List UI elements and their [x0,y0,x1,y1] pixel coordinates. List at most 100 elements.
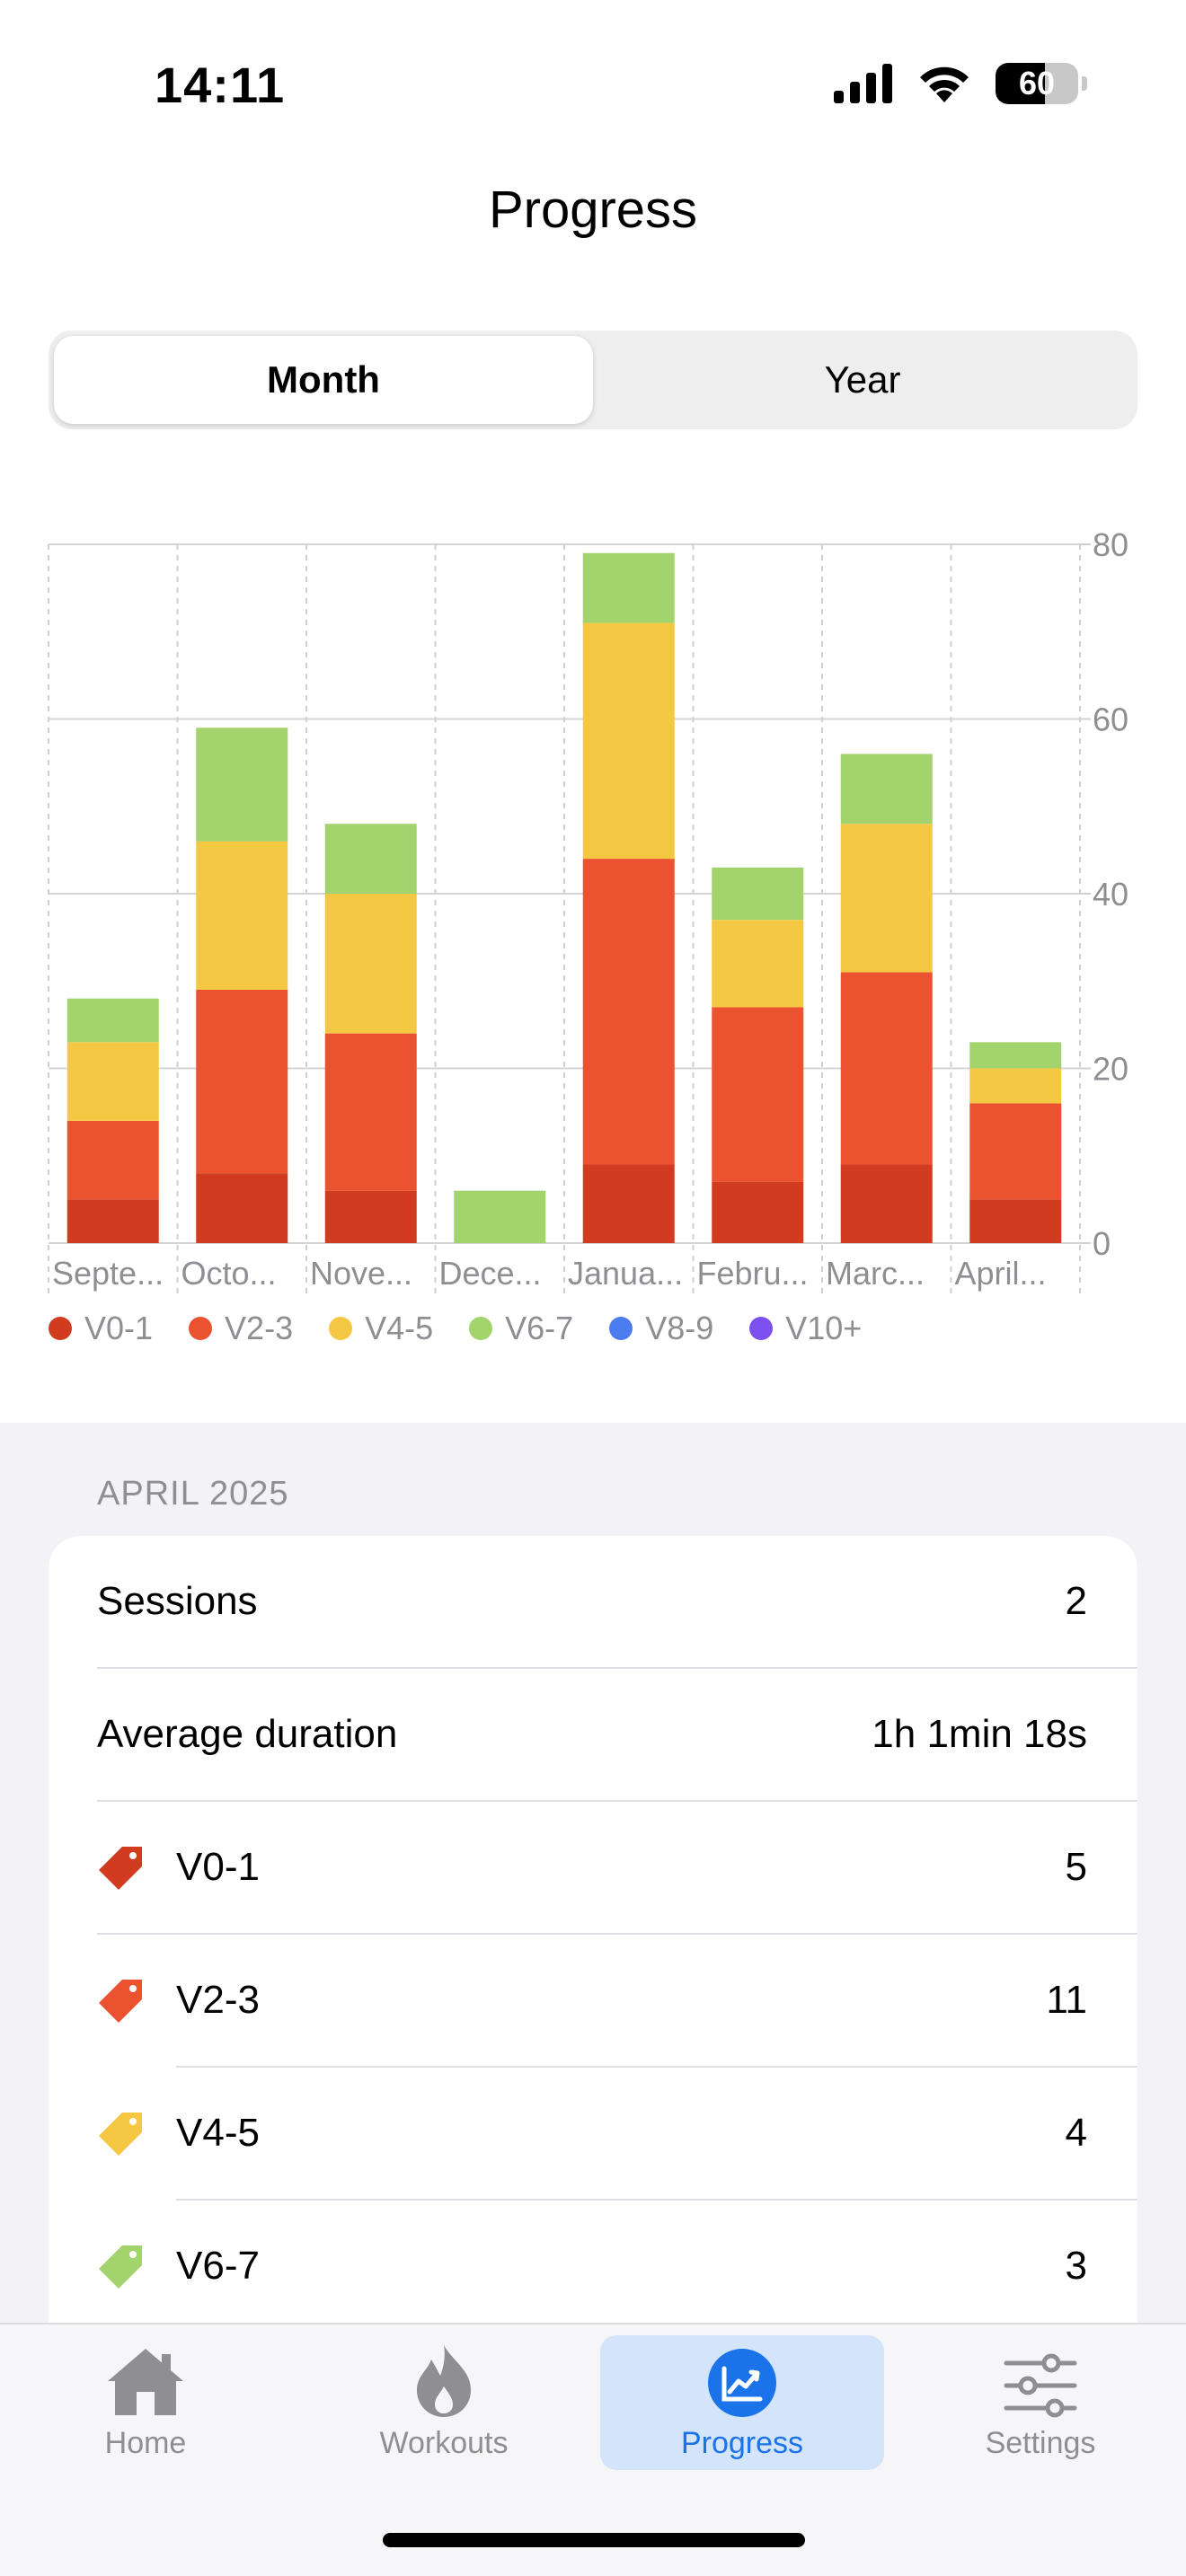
bar-segment-v6-7 [454,1190,546,1243]
legend-label: V4-5 [365,1310,434,1346]
row-label: V4-5 [97,2109,1066,2157]
grade-row-v0-1: V0-1 5 [97,1802,1137,1935]
row-label: V6-7 [97,2242,1066,2290]
bar-segment-v6-7 [196,728,288,842]
flame-icon [417,2345,471,2417]
row-value: 11 [1046,1978,1087,2022]
legend-item: V8-9 [609,1310,713,1347]
legend-item: V10+ [749,1310,862,1347]
legend-item: V4-5 [329,1310,433,1347]
y-tick-label: 80 [1093,526,1128,563]
bar-segment-v2-3 [582,859,675,1165]
grade-row-v6-7: V6-7 3 [99,2201,1137,2333]
segment-month[interactable]: Month [54,336,593,424]
row-value: 4 [1065,2111,1087,2155]
bar-segment-v6-7 [840,754,933,825]
row-label: Sessions [97,1579,258,1623]
tab-label: Progress [680,2426,804,2460]
battery-tip [1082,76,1087,91]
bar-segment-v4-5 [712,920,804,1008]
legend-dot [189,1317,213,1340]
legend-label: V6-7 [505,1310,574,1346]
grade-label: V2-3 [176,1978,260,2022]
tag-icon [99,1980,142,2023]
legend-dot [609,1317,633,1340]
legend-dot [329,1317,353,1340]
bar-segment-v0-1 [712,1181,804,1243]
tab-settings[interactable]: Settings [898,2335,1182,2470]
legend-item: V0-1 [49,1310,153,1347]
legend-label: V8-9 [645,1310,714,1346]
status-bar: 14:11 60 [0,0,1186,162]
bar-segment-v4-5 [66,1042,159,1121]
x-tick-label: April... [955,1255,1047,1292]
bar-segment-v6-7 [324,824,417,894]
bar-segment-v2-3 [840,972,933,1165]
grade-row-v2-3: V2-3 11 [99,1935,1137,2068]
bar-segment-v2-3 [969,1103,1062,1200]
sessions-row: Sessions 2 [97,1536,1137,1669]
battery-level: 60 [1018,65,1056,101]
battery-icon: 60 [996,63,1078,104]
x-tick-label: Febru... [697,1255,809,1292]
legend-dot [469,1317,493,1340]
grade-label: V4-5 [176,2111,260,2155]
period-segmented-control[interactable]: Month Year [49,331,1137,429]
tag-icon [99,1847,142,1890]
bar-segment-v2-3 [324,1033,417,1191]
y-tick-label: 40 [1093,876,1128,913]
status-icons: 60 [834,63,1087,104]
y-tick-label: 60 [1093,701,1128,738]
x-tick-label: Septe... [52,1255,164,1292]
bar-segment-v2-3 [196,989,288,1174]
legend-dot [49,1317,72,1340]
bar-segment-v2-3 [66,1120,159,1200]
home-indicator [383,2533,805,2547]
legend-dot [749,1317,774,1340]
bar-segment-v0-1 [196,1173,288,1243]
y-tick-label: 20 [1093,1051,1128,1088]
row-value: 5 [1065,1845,1087,1889]
bar-segment-v4-5 [840,824,933,973]
page-title: Progress [488,181,698,239]
x-tick-label: Octo... [181,1255,277,1292]
bar-segment-v4-5 [582,622,675,860]
bar-segment-v6-7 [66,998,159,1043]
tab-workouts[interactable]: Workouts [302,2335,586,2470]
bar-segment-v0-1 [840,1164,933,1243]
house-icon [108,2349,183,2415]
stats-card: Sessions 2 Average duration 1h 1min 18s … [49,1536,1137,2344]
x-tick-label: Nove... [310,1255,412,1292]
chart-icon [708,2349,776,2417]
row-label: V0-1 [97,1843,1066,1892]
bar-segment-v4-5 [969,1068,1062,1104]
grade-row-v4-5: V4-5 4 [99,2068,1137,2201]
legend-label: V0-1 [84,1310,154,1346]
tab-progress[interactable]: Progress [600,2335,884,2470]
grade-label: V0-1 [176,1845,260,1889]
bar-segment-v0-1 [66,1199,159,1243]
legend-label: V10+ [785,1310,863,1346]
tab-label: Settings [985,2426,1096,2460]
row-value: 3 [1065,2244,1087,2288]
tab-label: Home [104,2426,187,2460]
legend-item: V2-3 [189,1310,293,1347]
row-label: Average duration [97,1712,398,1756]
x-tick-label: Dece... [439,1255,542,1292]
bar-segment-v2-3 [712,1007,804,1182]
grade-label: V6-7 [176,2244,260,2288]
cellular-signal-icon [834,64,892,103]
tab-home[interactable]: Home [4,2335,288,2470]
bar-segment-v6-7 [582,552,675,623]
stacked-bar-chart: 0 20 40 60 80 Septe... Octo... Nove... Dece... Ja… [48,526,1128,1297]
tab-bar: Home Workouts Progress Settings [0,2323,1186,2576]
x-tick-label: Janua... [568,1255,683,1292]
segment-year[interactable]: Year [824,358,901,401]
bar-segment-v6-7 [712,867,804,921]
row-label: V2-3 [97,1976,1046,2025]
row-value: 1h 1min 18s [872,1712,1087,1756]
bar-segment-v4-5 [324,894,417,1034]
bar-segment-v4-5 [196,841,288,990]
section-header: APRIL 2025 [97,1475,289,1513]
y-tick-label: 0 [1093,1225,1111,1262]
